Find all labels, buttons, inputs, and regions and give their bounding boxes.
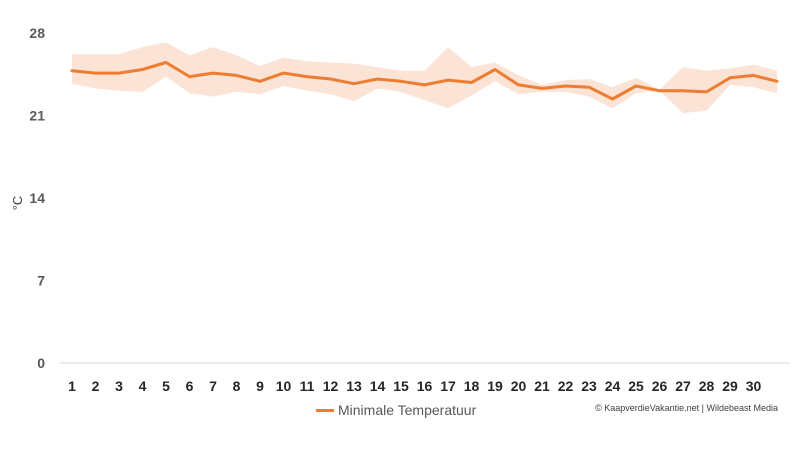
legend-label: Minimale Temperatuur	[338, 402, 477, 418]
y-axis-label: °C	[10, 196, 25, 211]
x-tick-label: 8	[233, 378, 241, 394]
series-line	[70, 61, 779, 101]
x-tick-label: 1	[68, 378, 76, 394]
y-tick-label: 7	[37, 273, 45, 289]
x-tick-label: 7	[209, 378, 217, 394]
x-tick-label: 17	[440, 378, 456, 394]
x-tick-label: 9	[256, 378, 264, 394]
x-tick-label: 14	[370, 378, 386, 394]
legend: Minimale Temperatuur	[316, 402, 476, 418]
x-tick-label: 2	[92, 378, 100, 394]
credit-text: © KaapverdieVakantie.net | Wildebeast Me…	[595, 403, 778, 413]
x-tick-label: 24	[605, 378, 621, 394]
x-tick-label: 11	[300, 378, 315, 394]
y-tick-label: 14	[29, 190, 45, 206]
y-tick-labels: 0 7 14 21 28	[29, 25, 45, 371]
y-tick-label: 21	[29, 108, 45, 124]
x-tick-label: 5	[162, 378, 170, 394]
x-tick-label: 13	[346, 378, 362, 394]
x-tick-label: 23	[581, 378, 597, 394]
x-tick-label: 22	[558, 378, 574, 394]
x-tick-label: 26	[652, 378, 668, 394]
x-tick-label: 25	[628, 378, 644, 394]
x-tick-label: 10	[276, 378, 292, 394]
y-tick-label: 0	[37, 355, 45, 371]
series-line-layer	[70, 61, 779, 101]
x-tick-label: 3	[115, 378, 123, 394]
x-tick-labels: 1 2 3 4 5 6 7 8 9 10 11 12 13 14 15 16 17 18 19 20 21 22 23 24 2…	[68, 378, 761, 394]
x-tick-label: 28	[699, 378, 715, 394]
legend-swatch	[316, 408, 334, 412]
x-tick-label: 6	[186, 378, 194, 394]
x-tick-label: 16	[417, 378, 433, 394]
x-tick-label: 4	[139, 378, 147, 394]
x-tick-label: 29	[722, 378, 738, 394]
x-tick-label: 27	[675, 378, 691, 394]
range-band	[72, 42, 777, 114]
x-tick-label: 18	[464, 378, 480, 394]
x-tick-label: 20	[511, 378, 527, 394]
x-tick-label: 19	[487, 378, 503, 394]
x-tick-label: 15	[393, 378, 409, 394]
x-tick-label: 21	[534, 378, 550, 394]
y-tick-label: 28	[29, 25, 45, 41]
x-tick-label: 12	[323, 378, 339, 394]
range-band-layer	[72, 42, 777, 114]
x-tick-label: 30	[746, 378, 762, 394]
